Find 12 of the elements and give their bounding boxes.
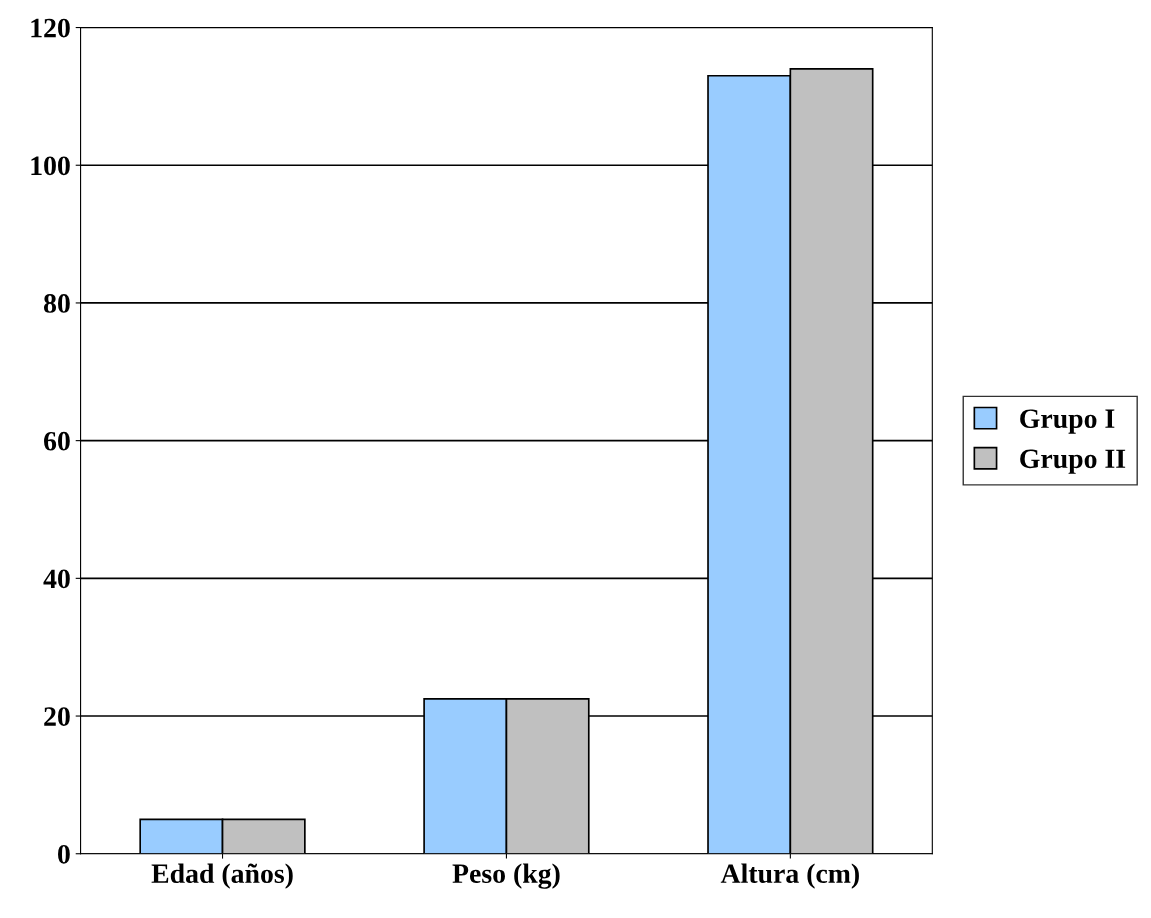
x-tick-label: Peso (kg) <box>452 863 560 889</box>
y-tick-label: 120 <box>31 18 70 38</box>
x-tick-label: Edad (años) <box>151 863 293 889</box>
y-tick-label: 20 <box>44 707 70 726</box>
y-tick-label: 100 <box>31 156 70 176</box>
y-tick-label: 40 <box>43 569 70 589</box>
legend-label: Grupo I <box>1020 409 1115 434</box>
y-tick-label: 80 <box>43 294 70 313</box>
y-tick-label: 0 <box>58 844 70 864</box>
legend-label: Grupo II <box>1020 449 1126 474</box>
y-tick-label: 60 <box>44 431 70 451</box>
x-tick-label: Altura (cm) <box>720 863 859 889</box>
